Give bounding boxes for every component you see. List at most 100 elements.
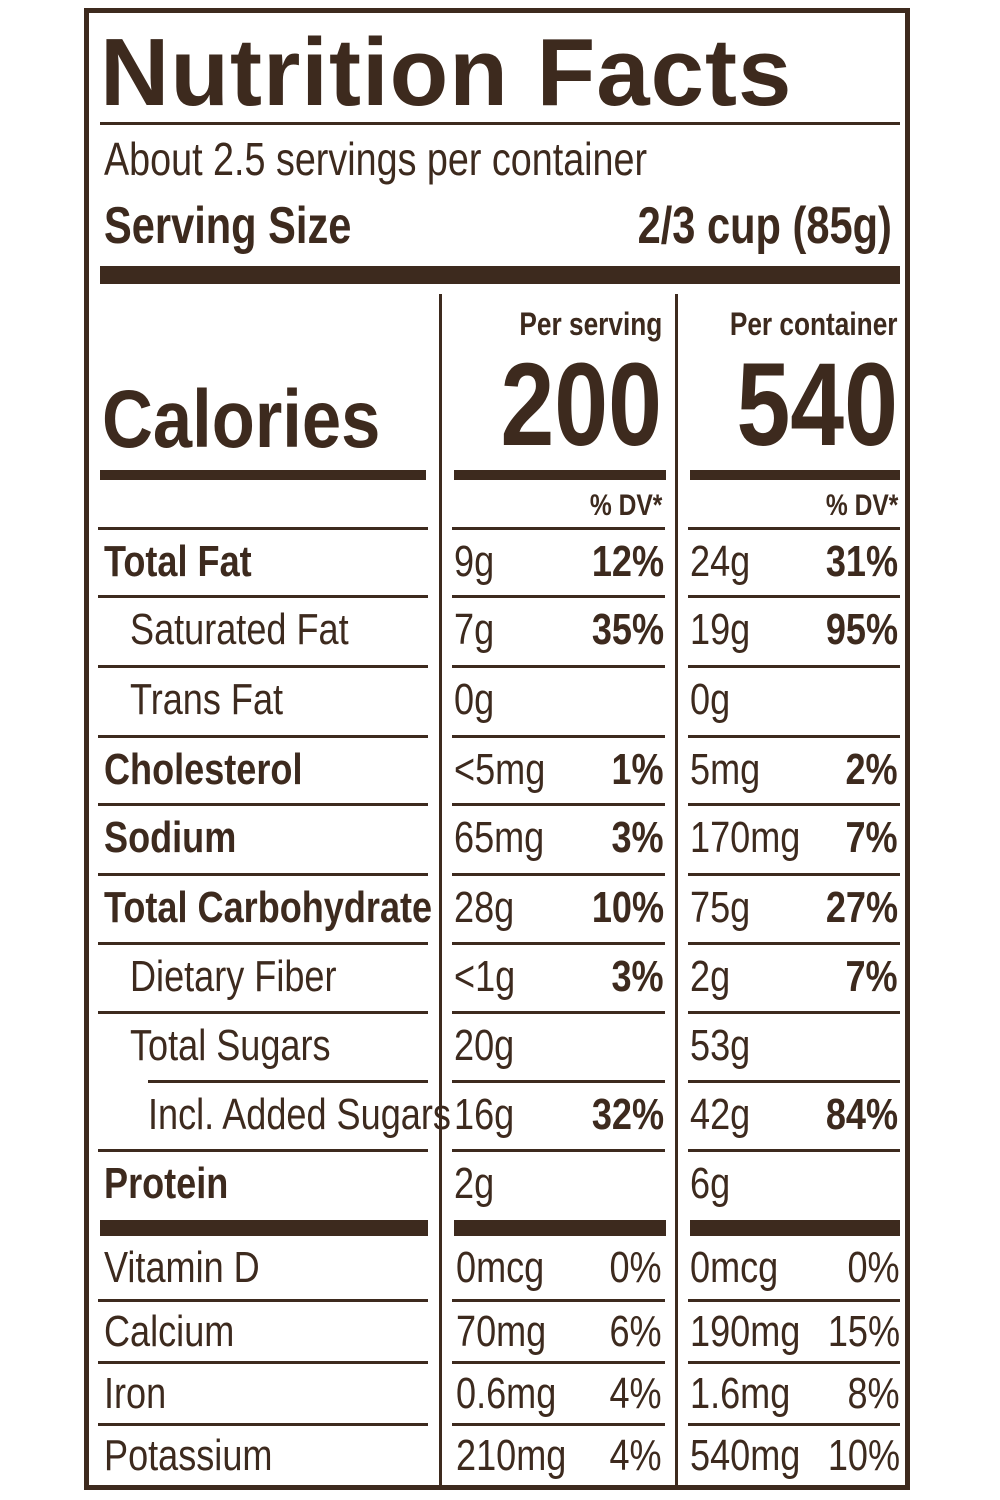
- row-divider-serving: [452, 873, 665, 876]
- calories-per-container: 540: [736, 339, 898, 471]
- row-divider-serving: [452, 665, 665, 668]
- serving-amount: 7g: [454, 605, 495, 654]
- vitamin-name: Potassium: [104, 1431, 273, 1480]
- row-divider-container: [688, 665, 900, 668]
- row-divider-serving: [452, 595, 665, 598]
- vitamins-thick-bar-label: [100, 1220, 428, 1236]
- calories-per-serving: 200: [500, 339, 662, 471]
- nutrient-name: Cholesterol: [104, 745, 303, 794]
- serving-dv-percent: 10%: [591, 883, 664, 932]
- vitamin-name: Calcium: [104, 1307, 235, 1356]
- serving-dv-percent: 32%: [591, 1090, 664, 1139]
- nutrient-name: Protein: [104, 1159, 229, 1208]
- row-divider-label: [98, 942, 428, 945]
- vitamin-serving-amount: 210mg: [456, 1431, 567, 1480]
- vitamin-serving-amount: 0.6mg: [456, 1369, 557, 1418]
- nutrient-name: Saturated Fat: [130, 605, 349, 654]
- container-amount: 42g: [690, 1090, 751, 1139]
- row-divider-container: [688, 595, 900, 598]
- row-divider-serving: [452, 1011, 665, 1014]
- container-dv-percent: 84%: [825, 1090, 898, 1139]
- serving-dv-percent: 35%: [591, 605, 664, 654]
- serving-size-label: Serving Size: [104, 197, 352, 255]
- serving-dv-percent: 3%: [611, 952, 664, 1001]
- serving-amount: <1g: [454, 952, 516, 1001]
- nutrient-name: Total Sugars: [130, 1021, 331, 1070]
- nutrient-name: Trans Fat: [130, 675, 284, 724]
- vitamin-container-amount: 0mcg: [690, 1243, 779, 1292]
- vitamin-serving-amount: 70mg: [456, 1307, 547, 1356]
- per-serving-header: Per serving: [519, 306, 662, 342]
- container-dv-percent: 27%: [825, 883, 898, 932]
- vitamin-serving-dv: 6%: [609, 1307, 662, 1356]
- row-divider-serving: [452, 1149, 665, 1152]
- row-divider-container: [688, 942, 900, 945]
- serving-amount: 20g: [454, 1021, 515, 1070]
- vitamin-serving-dv: 4%: [609, 1369, 662, 1418]
- row-divider-label: [98, 1011, 428, 1014]
- serving-dv-percent: 1%: [611, 745, 664, 794]
- row-divider-serving: [452, 803, 665, 806]
- container-dv-percent: 2%: [845, 745, 898, 794]
- vitamin-container-dv: 15%: [827, 1307, 900, 1356]
- calories-label: Calories: [102, 374, 381, 465]
- row-divider-container: [688, 527, 900, 530]
- container-amount: 170mg: [690, 813, 801, 862]
- vitamin-serving-dv: 0%: [609, 1243, 662, 1292]
- vitamin-divider-label: [98, 1423, 428, 1426]
- row-divider-container: [688, 803, 900, 806]
- container-dv-percent: 7%: [845, 952, 898, 1001]
- row-divider-serving: [452, 735, 665, 738]
- nutrient-name: Total Fat: [104, 537, 252, 586]
- container-dv-percent: 95%: [825, 605, 898, 654]
- nutrient-name: Sodium: [104, 813, 237, 862]
- row-divider-label: [98, 873, 428, 876]
- row-divider-container: [688, 873, 900, 876]
- row-divider-container: [688, 735, 900, 738]
- vitamin-container-dv: 8%: [847, 1369, 900, 1418]
- title-divider: [100, 122, 900, 125]
- vitamin-divider-container: [688, 1361, 900, 1364]
- row-divider-label: [98, 803, 428, 806]
- serving-size-thick-bar: [100, 266, 900, 284]
- vitamins-thick-bar-serving: [454, 1220, 666, 1236]
- vitamin-divider-label: [98, 1299, 428, 1302]
- per-container-header: Per container: [730, 306, 898, 342]
- vitamin-divider-serving: [452, 1361, 665, 1364]
- serving-amount: 65mg: [454, 813, 545, 862]
- vitamins-thick-bar-container: [690, 1220, 900, 1236]
- vitamin-name: Vitamin D: [104, 1243, 260, 1292]
- vitamin-container-amount: 540mg: [690, 1431, 801, 1480]
- serving-size-value: 2/3 cup (85g): [637, 197, 892, 255]
- dv-header-serving: % DV*: [589, 489, 662, 522]
- serving-amount: 2g: [454, 1159, 495, 1208]
- container-amount: 53g: [690, 1021, 751, 1070]
- row-divider-serving: [452, 527, 665, 530]
- row-divider-label: [98, 595, 428, 598]
- serving-amount: <5mg: [454, 745, 546, 794]
- servings-per-container: About 2.5 servings per container: [104, 133, 648, 185]
- vitamin-divider-serving: [452, 1423, 665, 1426]
- serving-dv-percent: 12%: [591, 537, 664, 586]
- vitamin-container-amount: 1.6mg: [690, 1369, 791, 1418]
- container-amount: 2g: [690, 952, 731, 1001]
- row-divider-container: [688, 1011, 900, 1014]
- row-divider-serving: [452, 1080, 665, 1083]
- vitamin-divider-label: [98, 1361, 428, 1364]
- container-amount: 24g: [690, 537, 751, 586]
- calories-bar-serving: [454, 470, 666, 480]
- row-divider-label: [98, 527, 428, 530]
- row-divider-label: [98, 735, 428, 738]
- container-dv-percent: 7%: [845, 813, 898, 862]
- nutrient-name: Total Carbohydrate: [104, 883, 433, 932]
- vitamin-divider-serving: [452, 1299, 665, 1302]
- vitamin-name: Iron: [104, 1369, 167, 1418]
- serving-amount: 28g: [454, 883, 515, 932]
- vitamin-divider-container: [688, 1299, 900, 1302]
- calories-bar-container: [690, 470, 900, 480]
- vitamin-divider-container: [688, 1423, 900, 1426]
- calories-bar-label: [100, 470, 426, 480]
- serving-amount: 16g: [454, 1090, 515, 1139]
- row-divider-label: [98, 1149, 428, 1152]
- nutrient-name: Dietary Fiber: [130, 952, 337, 1001]
